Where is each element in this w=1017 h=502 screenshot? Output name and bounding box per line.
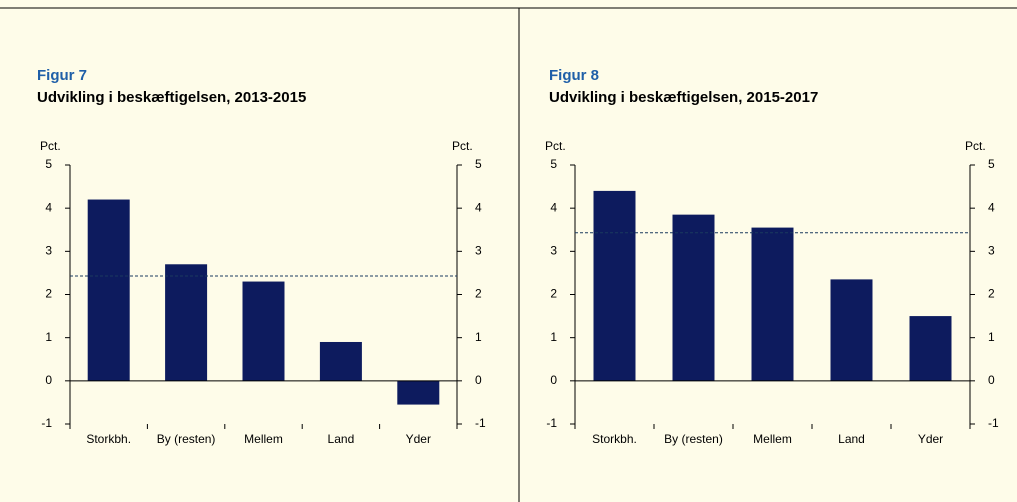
y2-tick-label: 3 — [988, 244, 995, 258]
figure-label: Figur 8 — [549, 67, 599, 84]
y-tick-label: -1 — [41, 416, 52, 430]
y-tick-label: -1 — [546, 416, 557, 430]
x-tick-label: Mellem — [753, 432, 792, 446]
x-tick-label: Land — [838, 432, 865, 446]
y-tick-label: 1 — [550, 330, 557, 344]
bar — [242, 281, 285, 381]
y-tick-label: 3 — [550, 244, 557, 258]
y-tick-label: 3 — [45, 244, 52, 258]
bar — [593, 190, 636, 381]
y2-axis-label: Pct. — [965, 139, 986, 153]
y-tick-label: 0 — [45, 373, 52, 387]
x-tick-label: Storkbh. — [592, 432, 637, 446]
x-tick-label: Land — [328, 432, 355, 446]
bar — [319, 341, 362, 381]
x-tick-label: Storkbh. — [86, 432, 131, 446]
figure-label: Figur 7 — [37, 67, 87, 84]
y2-tick-label: 4 — [475, 200, 482, 214]
y2-axis-label: Pct. — [452, 139, 473, 153]
chart-title: Udvikling i beskæftigelsen, 2015-2017 — [549, 89, 818, 106]
y2-tick-label: -1 — [988, 416, 999, 430]
y-tick-label: 4 — [45, 200, 52, 214]
y2-tick-label: 3 — [475, 244, 482, 258]
y2-tick-label: -1 — [475, 416, 486, 430]
y2-tick-label: 4 — [988, 200, 995, 214]
y2-tick-label: 2 — [475, 287, 482, 301]
y-tick-label: 2 — [45, 287, 52, 301]
y2-tick-label: 5 — [988, 157, 995, 171]
bar — [830, 279, 873, 381]
bar — [397, 380, 440, 405]
bar — [165, 264, 208, 381]
y2-tick-label: 1 — [988, 330, 995, 344]
x-tick-label: Mellem — [244, 432, 283, 446]
bar — [87, 199, 130, 381]
y2-tick-label: 1 — [475, 330, 482, 344]
y2-tick-label: 0 — [475, 373, 482, 387]
y-tick-label: 1 — [45, 330, 52, 344]
chart-title: Udvikling i beskæftigelsen, 2013-2015 — [37, 89, 306, 106]
bar — [672, 214, 715, 381]
y-tick-label: 4 — [550, 200, 557, 214]
x-tick-label: By (resten) — [664, 432, 723, 446]
x-tick-label: Yder — [918, 432, 943, 446]
y-tick-label: 5 — [45, 157, 52, 171]
y-tick-label: 5 — [550, 157, 557, 171]
y-tick-label: 2 — [550, 287, 557, 301]
y-axis-label: Pct. — [40, 139, 61, 153]
y2-tick-label: 2 — [988, 287, 995, 301]
bar — [751, 227, 794, 381]
bar — [909, 316, 952, 381]
x-tick-label: By (resten) — [157, 432, 216, 446]
y2-tick-label: 5 — [475, 157, 482, 171]
x-tick-label: Yder — [406, 432, 431, 446]
y-tick-label: 0 — [550, 373, 557, 387]
y2-tick-label: 0 — [988, 373, 995, 387]
y-axis-label: Pct. — [545, 139, 566, 153]
